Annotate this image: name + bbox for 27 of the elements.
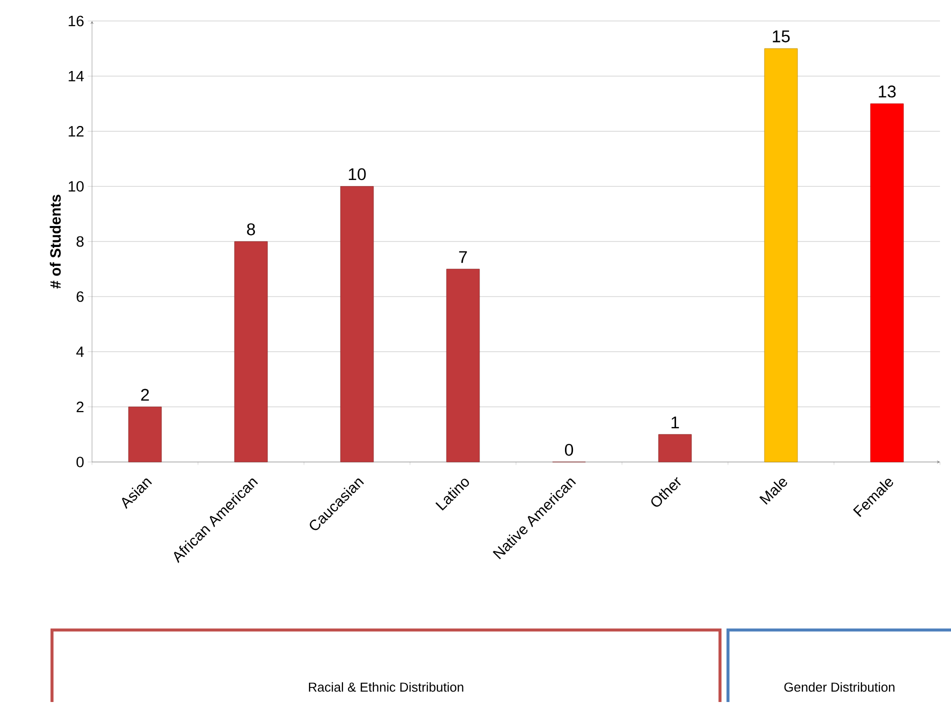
bar xyxy=(764,48,798,462)
y-tick-label: 6 xyxy=(76,291,84,302)
text: Gender Distribution xyxy=(784,682,894,692)
data-label: 1 xyxy=(672,416,679,428)
y-tick-label: 16 xyxy=(68,16,84,26)
bar xyxy=(870,103,904,462)
y-tick-label: 12 xyxy=(68,126,84,136)
bar xyxy=(128,406,162,462)
text: Racial & Ethnic Distribution xyxy=(308,682,464,692)
y-tick-label: 8 xyxy=(76,236,84,247)
y-tick-label: 2 xyxy=(76,402,84,412)
y-axis-title: # of Students xyxy=(50,194,61,289)
bar xyxy=(234,241,268,462)
bar xyxy=(340,186,374,462)
bar xyxy=(658,434,692,462)
y-tick-label: 10 xyxy=(68,181,84,192)
data-label: 2 xyxy=(141,388,149,401)
data-label: 13 xyxy=(878,86,896,98)
y-tick-label: 14 xyxy=(68,70,84,82)
data-label: 8 xyxy=(247,223,255,236)
y-tick-label: 4 xyxy=(76,346,84,357)
bar xyxy=(446,268,480,462)
data-label: 0 xyxy=(564,444,574,456)
y-tick-label: 0 xyxy=(76,456,84,468)
data-label: 10 xyxy=(348,168,366,180)
data-label: 15 xyxy=(772,30,790,42)
data-label: 7 xyxy=(459,251,467,263)
